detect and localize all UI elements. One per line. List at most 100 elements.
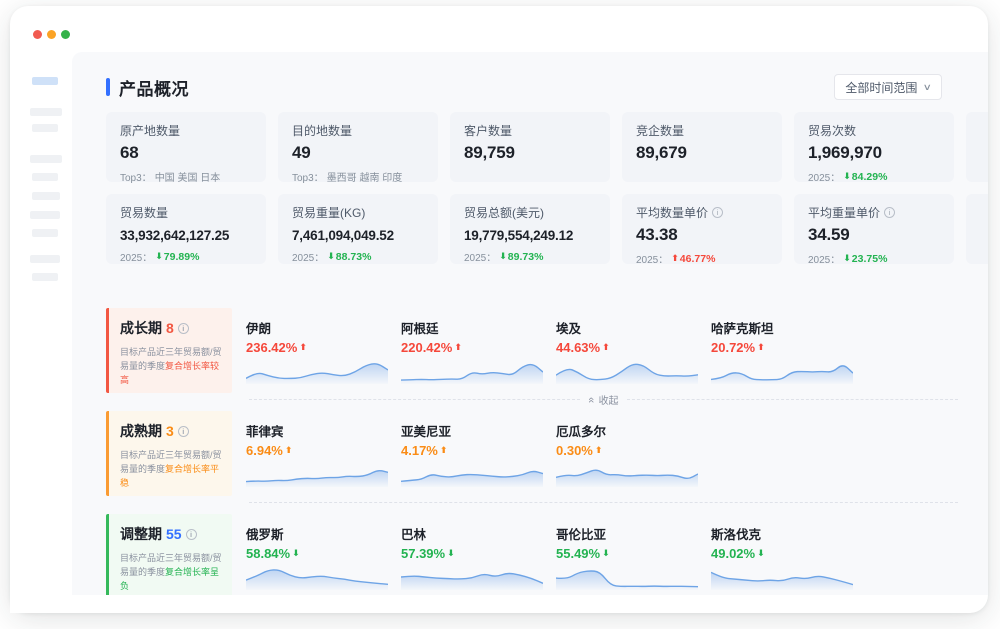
country-name: 阿根廷 (401, 322, 439, 336)
stat-card-sub: 2025： ⬇ 89.73% (464, 249, 596, 265)
divider-line (249, 399, 581, 400)
info-icon[interactable]: i (177, 322, 189, 334)
stat-cards-row-1: 原产地数量 68 Top3： 中国 美国 日本 目的地数量 49 Top3： 墨西哥 越南 印… (106, 112, 988, 185)
stage-charts: 俄罗斯 58.84% ⬇ 巴林 57.39% ⬇ 哥伦比亚 55.49% ⬇ 斯洛伐克 49.02%… (232, 514, 988, 595)
country-name: 巴林 (401, 528, 427, 542)
stat-label-text: 原产地数量 (120, 124, 181, 138)
stat-label-text: 贸易次数 (808, 124, 857, 138)
stat-card-value: 33,932,642,127.25 (120, 228, 230, 243)
stat-card: 贸易总额(美元) 19,779,554,249.12 2025： ⬇ 89.73% (450, 194, 610, 264)
sidebar-skeleton-item[interactable] (32, 124, 58, 132)
sidebar-skeleton-item[interactable] (32, 192, 60, 200)
sparkline-chart (246, 363, 388, 384)
sparkline-chart (246, 469, 388, 487)
stat-label-text: 竞企数量 (636, 124, 685, 138)
stat-card-partial (966, 112, 988, 182)
stat-card-partial (966, 194, 988, 264)
country-pct-value: 44.63% (556, 340, 601, 355)
country-pct-value: 6.94% (246, 443, 283, 458)
country-growth-pct: 44.63% ⬆ (556, 340, 698, 355)
arrow-up-icon: ⬆ (671, 253, 679, 263)
info-icon[interactable]: i (884, 207, 896, 218)
stat-card-sub: 2025： ⬇ 84.29% (808, 169, 940, 185)
minimize-window-icon[interactable] (47, 30, 56, 39)
stat-card: 贸易数量 33,932,642,127.25 2025： ⬇ 79.89% (106, 194, 266, 264)
sidebar-skeleton-item[interactable] (30, 108, 62, 116)
sidebar-item-active[interactable] (32, 77, 58, 85)
country-pct-value: 220.42% (401, 340, 453, 355)
close-window-icon[interactable] (33, 30, 42, 39)
stage-name: 成长期 (120, 320, 162, 336)
stat-sub-prefix: 2025： (636, 255, 669, 266)
sidebar-skeleton-item[interactable] (30, 155, 62, 163)
country-name: 俄罗斯 (246, 528, 284, 542)
arrow-down-icon: ⬇ (757, 548, 765, 558)
stage-count: 3 (166, 423, 174, 439)
country-chart: 埃及 44.63% ⬆ (556, 318, 698, 393)
country-growth-pct: 20.72% ⬆ (711, 340, 853, 355)
divider-line (626, 399, 958, 400)
country-name: 哥伦比亚 (556, 528, 607, 542)
stage-desc-text: 目标产品近三年贸易额/贸易量的季度 (120, 450, 222, 474)
stat-card: 平均数量单价 i 43.38 2025： ⬆ 46.77% (622, 194, 782, 266)
country-pct-value: 0.30% (556, 443, 593, 458)
stat-trend: ⬇ 89.73% (499, 251, 543, 263)
info-icon[interactable]: i (177, 425, 189, 437)
arrow-down-icon: ⬇ (602, 548, 610, 558)
stat-card-value: 7,461,094,049.52 (292, 228, 394, 243)
sidebar-skeleton-item[interactable] (30, 255, 60, 263)
stat-sub-prefix: 2025： (120, 253, 153, 264)
country-pct-value: 49.02% (711, 546, 756, 561)
country-pct-value: 55.49% (556, 546, 601, 561)
sidebar-skeleton-item[interactable] (32, 273, 58, 281)
arrow-up-icon: ⬆ (439, 445, 448, 455)
collapse-toggle[interactable]: «收起 (586, 392, 619, 407)
maximize-window-icon[interactable] (61, 30, 70, 39)
stat-label-text: 平均重量单价 (808, 206, 881, 220)
country-growth-pct: 0.30% ⬆ (556, 443, 698, 458)
stage-desc-highlight: 复合增长率呈负 (120, 567, 220, 591)
sidebar-skeleton-item[interactable] (32, 173, 58, 181)
sidebar-skeleton-item[interactable] (32, 229, 58, 237)
stage-desc-highlight: 复合增长率较高 (120, 361, 220, 385)
toggle-label: 收起 (598, 396, 619, 407)
arrow-down-icon: ⬇ (447, 548, 455, 558)
sparkline-chart (556, 363, 698, 384)
stat-trend-pct: 23.75% (851, 252, 888, 265)
arrow-down-icon: ⬇ (843, 171, 851, 181)
arrow-up-icon: ⬆ (284, 445, 293, 455)
country-growth-pct: 55.49% ⬇ (556, 546, 698, 561)
stat-cards-row-2: 贸易数量 33,932,642,127.25 2025： ⬇ 79.89% 贸易重量(KG… (106, 194, 988, 266)
stat-trend-pct: 79.89% (163, 250, 200, 263)
arrow-up-icon: ⬆ (757, 342, 765, 352)
stat-card-label: 竞企数量 (636, 122, 768, 139)
stat-card-label: 贸易总额(美元) (464, 204, 596, 221)
info-icon[interactable]: i (185, 528, 197, 540)
arrow-up-icon: ⬆ (602, 342, 610, 352)
country-pct-value: 20.72% (711, 340, 756, 355)
stat-card-value: 89,759 (464, 143, 515, 162)
stat-card-label: 客户数量 (464, 122, 596, 139)
stat-sub-prefix: 2025： (808, 173, 841, 184)
country-chart: 厄瓜多尔 0.30% ⬆ (556, 421, 698, 496)
stat-card-label: 目的地数量 (292, 122, 424, 139)
time-range-dropdown[interactable]: 全部时间范围 ∨ (834, 74, 942, 100)
stat-card-value: 19,779,554,249.12 (464, 228, 574, 243)
stage-card-growth: 成长期 8 i 目标产品近三年贸易额/贸易量的季度复合增长率较高 (106, 308, 232, 393)
sparkline-chart (401, 470, 543, 487)
stage-description: 目标产品近三年贸易额/贸易量的季度复合增长率平稳 (120, 448, 224, 490)
country-name: 厄瓜多尔 (556, 425, 607, 439)
info-icon[interactable]: i (712, 207, 724, 218)
stat-sub-top3: 中国 美国 日本 (154, 173, 221, 184)
sparkline-chart (711, 365, 853, 384)
country-growth-pct: 58.84% ⬇ (246, 546, 388, 561)
stat-trend: ⬇ 88.73% (327, 251, 371, 263)
arrow-up-icon: ⬆ (454, 342, 462, 352)
stat-card-sub: 2025： ⬇ 88.73% (292, 249, 424, 265)
sparkline-chart (711, 571, 853, 590)
time-range-label: 全部时间范围 (845, 80, 918, 95)
stage-title: 成熟期 3 i (120, 421, 224, 441)
country-name: 埃及 (556, 322, 582, 336)
sidebar-skeleton-item[interactable] (30, 211, 60, 219)
arrow-up-icon: ⬆ (299, 342, 307, 352)
